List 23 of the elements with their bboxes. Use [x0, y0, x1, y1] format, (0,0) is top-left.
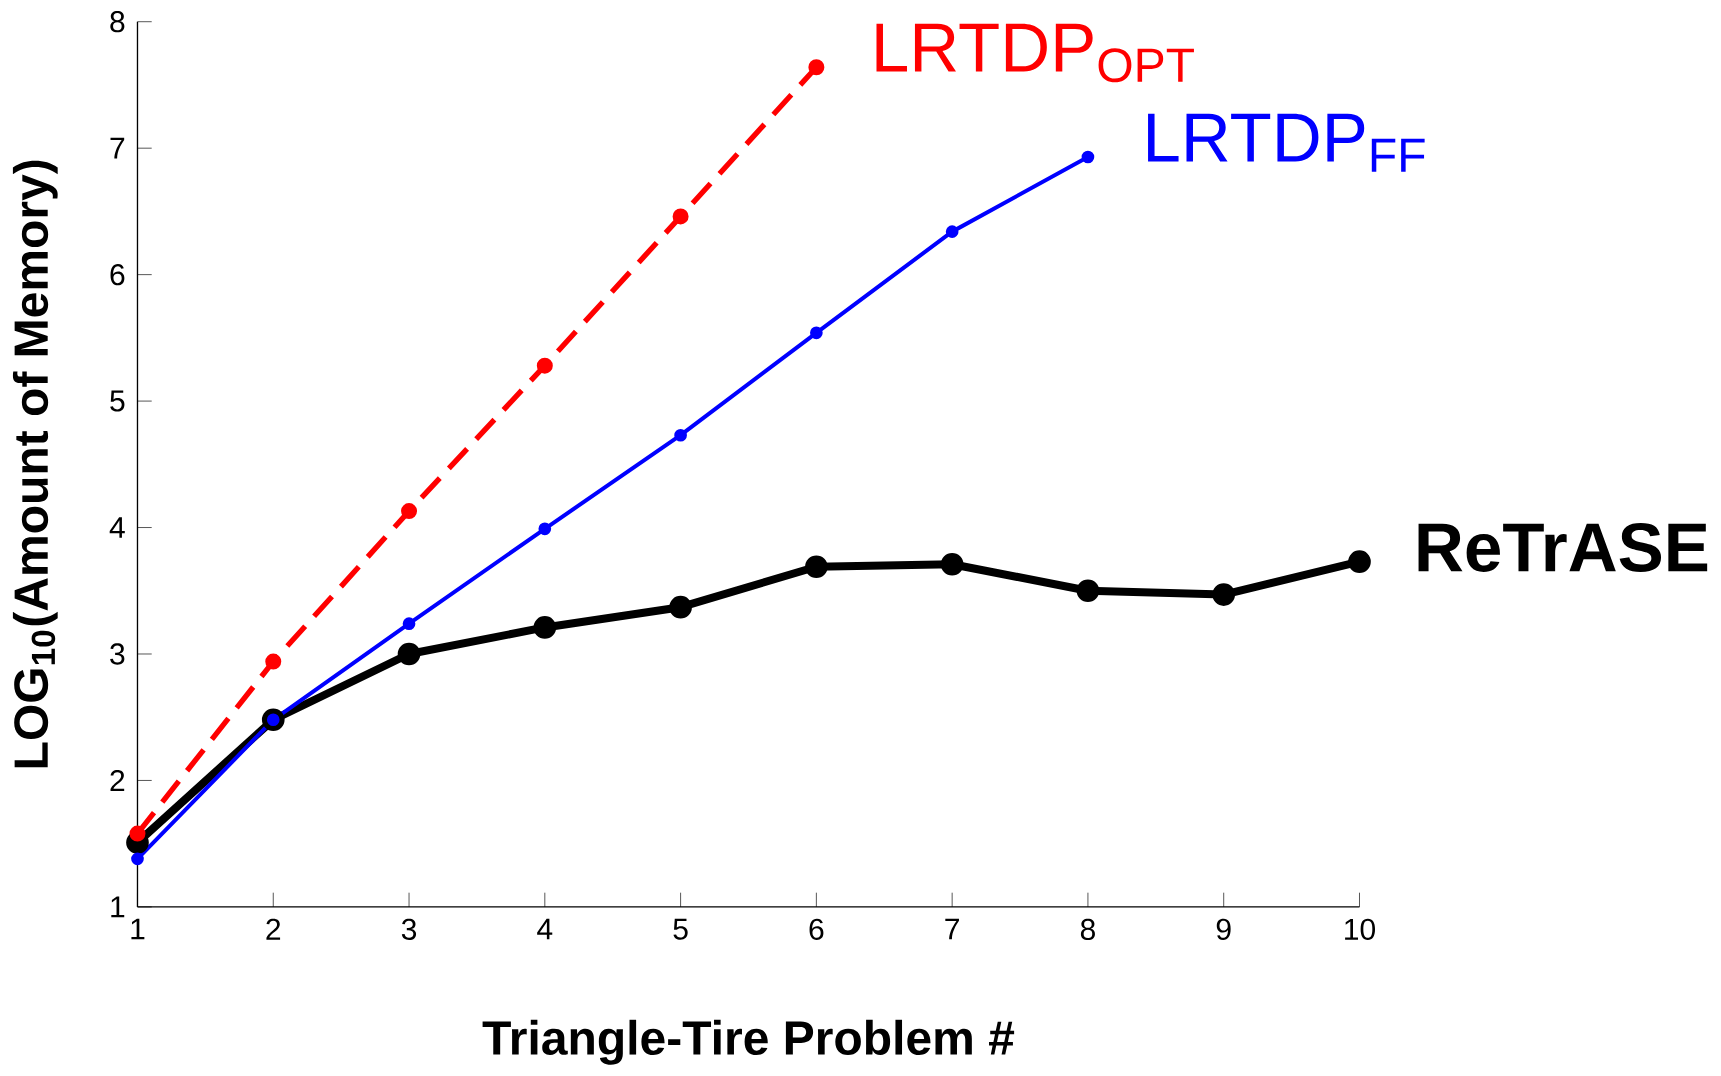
x-tick-label: 9	[1216, 918, 1231, 941]
y-tick-label: 6	[110, 264, 125, 286]
x-tick-label: 1	[131, 918, 145, 940]
x-axis-title: Triangle-Tire Problem #	[482, 1019, 1015, 1065]
x-tick-label: 5	[673, 918, 688, 940]
x-tick-label: 3	[401, 918, 417, 941]
y-tick-label: 2	[110, 770, 125, 792]
x-tick-label: 7	[945, 918, 959, 940]
x-tick-label: 10	[1345, 918, 1376, 941]
y-tick-label: 8	[110, 11, 125, 33]
y-tick-label: 3	[110, 643, 125, 665]
y-tick-label: 1	[111, 896, 125, 918]
series-label: LRTDP$_{OPT}$	[876, 23, 1194, 83]
series-label: LRTDP$_{FF}$	[1148, 113, 1425, 172]
y-tick-label: 5	[110, 390, 125, 412]
y-axis-title: LOG$_{10}$(Amount of Memory)	[12, 160, 58, 768]
y-tick-label: 7	[110, 137, 125, 159]
x-tick-label: 6	[809, 918, 824, 941]
series-label: ReTrASE	[1418, 523, 1708, 573]
x-tick-label: 2	[266, 918, 281, 940]
x-tick-label: 8	[1080, 918, 1095, 941]
x-tick-label: 4	[537, 918, 553, 940]
y-tick-label: 4	[109, 517, 125, 538]
